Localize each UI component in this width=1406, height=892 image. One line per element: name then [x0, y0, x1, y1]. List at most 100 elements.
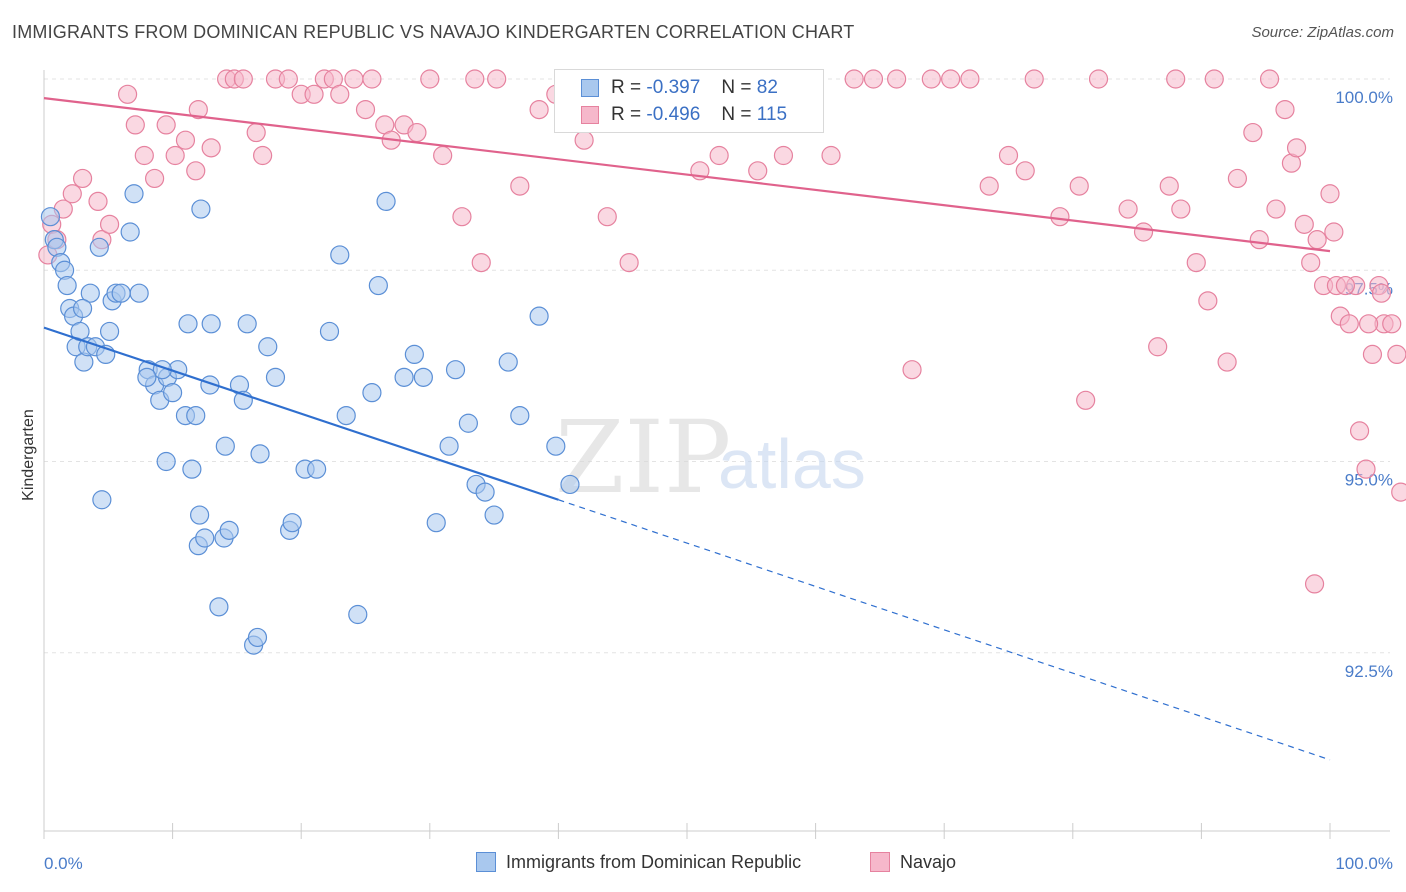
navajo-point: [979, 176, 999, 196]
navajo-point: [175, 130, 196, 150]
navajo-point: [117, 84, 138, 104]
navajo-point: [1266, 199, 1286, 219]
dominican-point: [426, 513, 446, 533]
dominican-point: [129, 283, 149, 303]
dominican-trend-extrapolation: [558, 499, 1331, 761]
dominican-point: [458, 413, 478, 433]
navajo-point: [88, 191, 108, 211]
bottom-legend-navajo[interactable]: Navajo: [870, 852, 956, 873]
navajo-point: [619, 253, 639, 273]
legend-n-label: N =: [721, 77, 752, 98]
navajo-point: [1249, 230, 1269, 250]
correlation-legend: R = -0.397 N = 82 R = -0.496 N = 115: [554, 69, 824, 133]
navajo-point: [62, 184, 82, 204]
navajo-point: [960, 69, 980, 89]
dominican-point: [99, 321, 120, 342]
dominican-point: [237, 314, 257, 334]
dominican-point: [282, 513, 302, 533]
navajo-point: [1307, 230, 1327, 250]
navajo-point: [165, 145, 185, 166]
navajo-point: [1069, 176, 1089, 196]
navajo-point: [1166, 69, 1186, 89]
navajo-trend-line: [43, 97, 1331, 253]
navajo-point: [902, 360, 922, 380]
navajo-point: [156, 115, 176, 135]
navajo-point: [355, 99, 376, 120]
watermark-atlas: atlas: [718, 425, 866, 503]
navajo-point: [362, 69, 382, 89]
dominican-point: [394, 367, 414, 387]
navajo-point: [941, 69, 961, 89]
navajo-point: [201, 138, 221, 158]
navajo-point: [1362, 344, 1383, 364]
navajo-point: [1358, 314, 1379, 334]
dominican-point: [124, 184, 144, 204]
navajo-point: [1050, 207, 1070, 227]
dominican-points: [40, 184, 580, 655]
navajo-point: [1024, 69, 1044, 89]
dominican-point: [484, 505, 504, 525]
x-tick-label-min: 0.0%: [44, 854, 83, 873]
navajo-point: [1259, 69, 1280, 89]
dominican-point: [89, 237, 109, 257]
dominican-point: [362, 383, 382, 403]
y-tick-labels: 100.0%97.5%95.0%92.5%: [1335, 88, 1393, 681]
bottom-legend-label: Navajo: [900, 852, 957, 872]
navajo-point: [921, 69, 941, 89]
navajo-point: [1118, 199, 1138, 219]
dominican-point: [404, 344, 424, 364]
navajo-point: [407, 122, 427, 143]
dominican-point: [307, 459, 327, 479]
bottom-legend-dominican[interactable]: Immigrants from Dominican Republic: [476, 852, 801, 873]
legend-r-value: -0.496: [646, 104, 701, 125]
navajo-point: [1198, 291, 1218, 311]
navajo-point: [278, 69, 298, 89]
y-tick-label: 92.5%: [1345, 662, 1393, 681]
dominican-point: [247, 627, 268, 648]
dominican-point: [336, 406, 356, 426]
legend-swatch-pink: [581, 106, 599, 124]
navajo-point: [330, 84, 350, 104]
dominican-point: [111, 283, 131, 303]
dominican-point: [258, 337, 278, 357]
navajo-point: [709, 145, 729, 166]
navajo-point: [253, 145, 273, 166]
navajo-point: [863, 69, 884, 89]
dominican-trend-line: [43, 326, 559, 501]
navajo-point: [821, 145, 841, 166]
dominican-point: [120, 222, 140, 242]
navajo-point: [1133, 222, 1154, 242]
bottom-legend-label: Immigrants from Dominican Republic: [506, 852, 802, 872]
dominican-point: [498, 352, 518, 372]
navajo-point: [420, 69, 440, 89]
navajo-point: [134, 145, 154, 166]
dominican-point: [215, 436, 235, 456]
navajo-point: [487, 69, 507, 89]
y-tick-label: 100.0%: [1335, 88, 1393, 107]
navajo-point: [1301, 253, 1321, 273]
navajo-point: [1171, 199, 1191, 219]
dominican-point: [319, 321, 340, 342]
navajo-point: [1339, 314, 1359, 334]
navajo-point: [1320, 184, 1340, 204]
navajo-point: [1088, 69, 1109, 89]
navajo-point: [1186, 253, 1206, 273]
navajo-point: [72, 168, 93, 189]
dominican-point: [40, 207, 61, 227]
dominican-point: [376, 191, 396, 211]
watermark-zip: ZIP: [555, 399, 731, 516]
navajo-point: [887, 69, 907, 89]
dominican-point: [201, 314, 221, 334]
dominican-point: [163, 383, 183, 403]
navajo-point: [1387, 344, 1406, 364]
navajo-point: [99, 214, 120, 234]
legend-swatch-blue: [581, 79, 599, 97]
dominican-point: [219, 520, 239, 540]
x-ticks: [43, 823, 1331, 839]
source-label: Source: ZipAtlas.com: [1251, 24, 1394, 41]
dominican-point: [560, 474, 580, 495]
navajo-point: [1349, 421, 1370, 441]
navajo-point: [748, 161, 768, 181]
dominican-point: [156, 451, 176, 472]
navajo-point: [452, 207, 472, 227]
